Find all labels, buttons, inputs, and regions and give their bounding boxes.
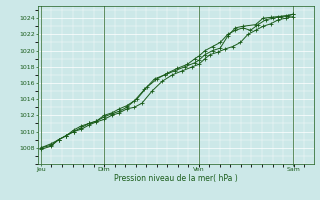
- X-axis label: Pression niveau de la mer( hPa ): Pression niveau de la mer( hPa ): [114, 174, 238, 183]
